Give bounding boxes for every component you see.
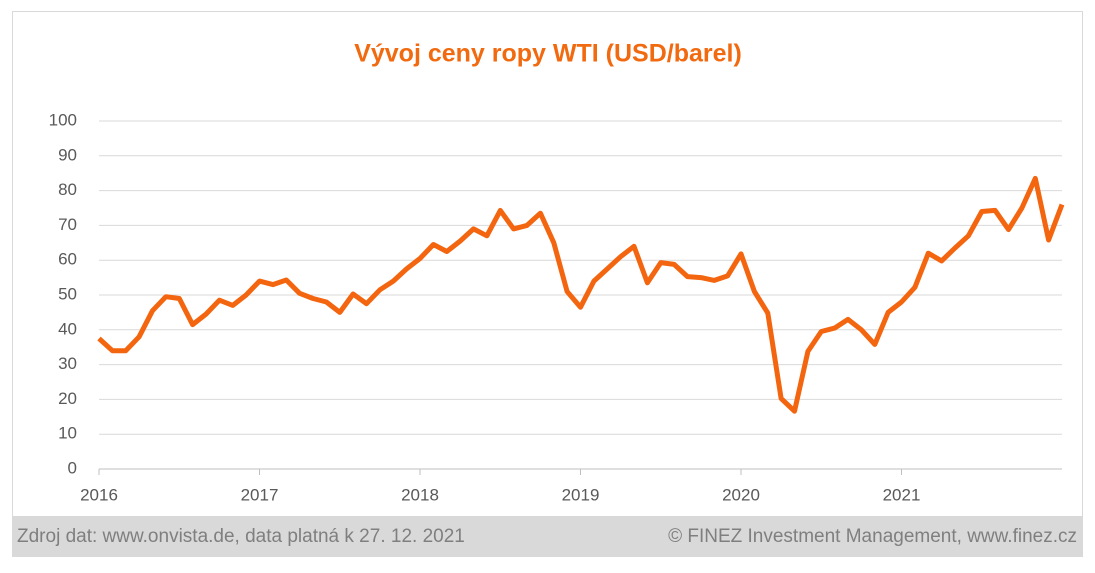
y-tick-label: 40 [58,319,77,338]
y-tick-label: 80 [58,180,77,199]
x-tick-label: 2020 [722,485,760,504]
x-tick-label: 2016 [80,485,118,504]
x-tick-label: 2018 [401,485,439,504]
y-tick-label: 20 [58,389,77,408]
x-tick-label: 2021 [883,485,921,504]
y-tick-label: 50 [58,284,77,303]
y-tick-label: 10 [58,424,77,443]
data-line [97,175,1065,414]
footer-bar [12,516,1083,557]
chart-title: Vývoj ceny ropy WTI (USD/barel) [354,40,742,68]
y-tick-label: 100 [49,110,77,129]
x-tick-label: 2019 [562,485,600,504]
credit-note: © FINEZ Investment Management, www.finez… [668,526,1077,547]
y-tick-label: 70 [58,215,77,234]
chart-frame [12,11,1083,557]
source-note: Zdroj dat: www.onvista.de, data platná k… [17,526,465,547]
y-tick-label: 0 [68,458,77,477]
y-tick-label: 60 [58,250,77,269]
y-tick-label: 90 [58,145,77,164]
x-tick-label: 2017 [241,485,279,504]
y-tick-label: 30 [58,354,77,373]
